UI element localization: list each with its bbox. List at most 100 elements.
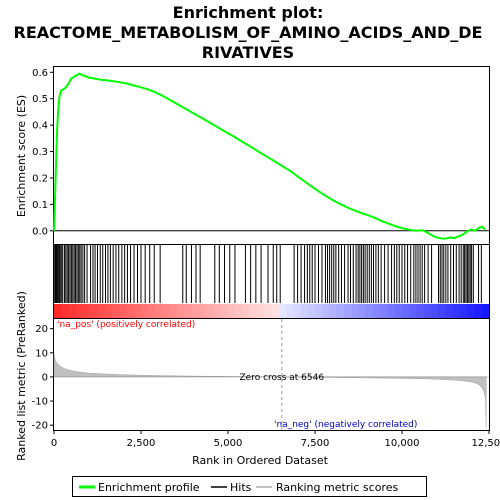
x-axis-label: Rank in Ordered Dataset [192, 454, 329, 467]
ranking-metric-area [53, 352, 489, 428]
color-bar-segment [315, 304, 323, 318]
chart-title-line-3: RIVATIVES [202, 43, 294, 62]
color-bar-segment [83, 304, 91, 318]
color-bar-segment [344, 304, 352, 318]
x-tick-label: 2,500 [127, 438, 156, 449]
color-bar-segment [474, 304, 483, 318]
color-bar-segment [119, 304, 127, 318]
pos-label: 'na_pos' (positively correlated) [57, 320, 195, 330]
color-bar-segment [409, 304, 417, 318]
color-bar-segment [235, 304, 243, 318]
color-bar-segment [431, 304, 439, 318]
x-tick-label: 7,500 [301, 438, 330, 449]
es-y-tick-label: 0.0 [32, 226, 48, 237]
legend-hits-label: Hits [230, 481, 252, 494]
color-bar-segment [445, 304, 454, 318]
color-bar-segment [278, 304, 287, 318]
enrichment-profile-line [53, 72, 487, 240]
chart-title-line-1: Enrichment plot: [173, 3, 324, 22]
color-bar-segment [467, 304, 475, 318]
hits-marks [54, 245, 482, 303]
metric-y-axis-label: Ranked list metric (PreRanked) [15, 291, 28, 461]
es-y-tick-label: 0.2 [32, 173, 48, 184]
neg-label: 'na_neg' (negatively correlated) [274, 420, 417, 430]
color-bar-segment [90, 304, 98, 318]
metric-y-tick-label: 20 [35, 324, 48, 335]
color-bar-segment [423, 304, 432, 318]
color-bar-segment [54, 304, 62, 318]
metric-y-tick-label: -10 [32, 397, 48, 408]
color-bar-segment [155, 304, 164, 318]
color-bar-segment [322, 304, 330, 318]
ranking-metric-fill [53, 352, 487, 428]
color-bar-segment [141, 304, 149, 318]
x-tick-label: 12,500 [472, 438, 500, 449]
rank-color-bar [54, 304, 490, 318]
color-bar-segment [191, 304, 200, 318]
color-bar-segment [61, 304, 69, 318]
color-bar-segment [329, 304, 338, 318]
color-bar-segment [126, 304, 135, 318]
color-bar-segment [293, 304, 301, 318]
color-bar-segment [271, 304, 280, 318]
color-bar-segment [177, 304, 185, 318]
x-axis-ticks: 0 2,500 5,000 7,500 10,000 12,500 [51, 430, 500, 449]
es-y-tick-label: 0.6 [32, 68, 48, 79]
color-bar-segment [228, 304, 236, 318]
color-bar-segment [68, 304, 77, 318]
chart-title-line-2: REACTOME_METABOLISM_OF_AMINO_ACIDS_AND_D… [14, 23, 483, 42]
color-bar-segment [416, 304, 425, 318]
es-y-axis-label: Enrichment score (ES) [15, 95, 28, 217]
color-bar-segment [242, 304, 251, 318]
color-bar-segment [75, 304, 84, 318]
color-bar-segment [220, 304, 229, 318]
color-bar-segment [300, 304, 309, 318]
color-bar-segment [184, 304, 193, 318]
color-bar-segment [387, 304, 396, 318]
color-bar-segment [380, 304, 388, 318]
color-bar-segment [162, 304, 171, 318]
metric-y-tick-label: 0 [42, 372, 48, 383]
es-y-tick-label: 0.5 [32, 94, 48, 105]
color-bar-segment [112, 304, 120, 318]
color-bar-segment [264, 304, 272, 318]
es-y-tick-label: 0.3 [32, 147, 48, 158]
metric-y-ticks: 20 10 0 -10 -20 [32, 324, 54, 432]
legend-metric-label: Ranking metric scores [276, 481, 398, 494]
es-panel-frame [53, 66, 490, 245]
x-tick-label: 5,000 [214, 438, 243, 449]
color-bar-segment [307, 304, 316, 318]
color-bar-segment [452, 304, 461, 318]
color-bar-segment [358, 304, 367, 318]
metric-y-tick-label: 10 [35, 348, 48, 359]
color-bar-segment [438, 304, 446, 318]
color-bar-segment [97, 304, 106, 318]
color-bar-segment [460, 304, 468, 318]
es-y-ticks: 0.0 0.1 0.2 0.3 0.4 0.5 0.6 [32, 68, 54, 237]
color-bar-segment [213, 304, 222, 318]
legend-box [72, 476, 427, 497]
metric-panel-frame [53, 318, 490, 431]
color-bar-segment [199, 304, 207, 318]
x-tick-label: 0 [51, 438, 57, 449]
color-bar-segment [257, 304, 265, 318]
es-y-tick-label: 0.1 [32, 200, 48, 211]
color-bar-segment [402, 304, 410, 318]
es-y-tick-label: 0.4 [32, 121, 48, 132]
color-bar-segment [170, 304, 178, 318]
color-bar-segment [206, 304, 214, 318]
color-bar-segment [133, 304, 142, 318]
legend-enrichment-label: Enrichment profile [98, 481, 200, 494]
color-bar-segment [351, 304, 359, 318]
color-bar-segment [249, 304, 258, 318]
color-bar-segment [481, 304, 490, 318]
color-bar-segment [286, 304, 294, 318]
color-bar-segment [365, 304, 374, 318]
x-tick-label: 10,000 [385, 438, 420, 449]
color-bar-segment [336, 304, 345, 318]
color-bar-segment [104, 304, 113, 318]
metric-y-tick-label: -20 [32, 421, 48, 432]
color-bar-segment [373, 304, 381, 318]
zero-cross-label: Zero cross at 6546 [240, 373, 325, 383]
